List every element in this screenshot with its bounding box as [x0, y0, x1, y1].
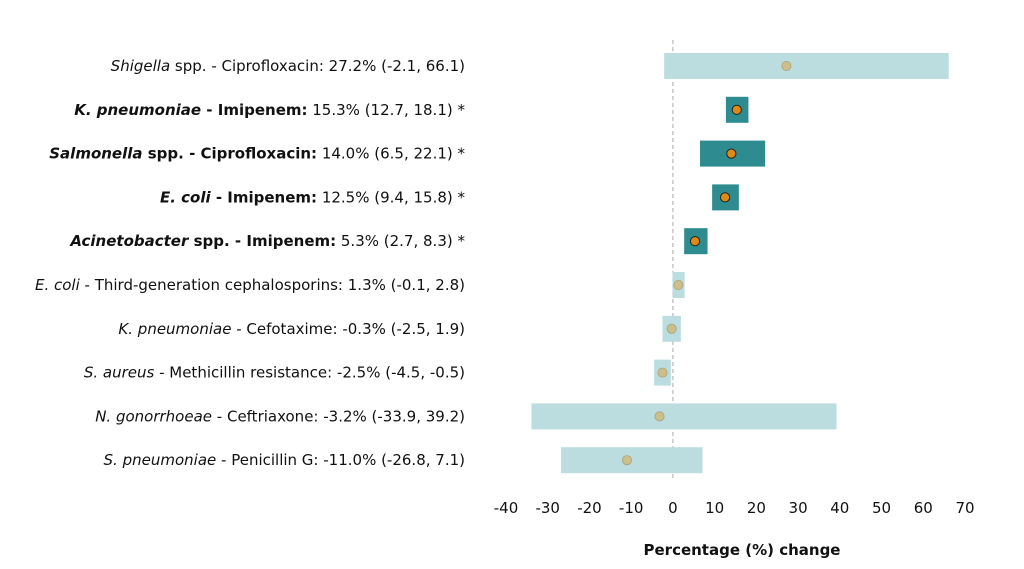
drug-name: - Ciprofloxacin: [207, 57, 324, 75]
organism-name: Acinetobacter [69, 232, 190, 250]
effect-estimate: -0.3% (-2.5, 1.9) [338, 320, 465, 338]
x-tick-label: -30 [535, 499, 560, 517]
ci-bar [664, 53, 949, 79]
row-label: K. pneumoniae - Cefotaxime: -0.3% (-2.5,… [118, 320, 465, 338]
row-label: Shigella spp. - Ciprofloxacin: 27.2% (-2… [111, 57, 465, 75]
effect-estimate: -3.2% (-33.9, 39.2) [318, 407, 465, 425]
row-label: S. aureus - Methicillin resistance: -2.5… [84, 364, 465, 382]
drug-name: - Ciprofloxacin: [184, 145, 317, 163]
x-axis-label: Percentage (%) change [644, 541, 841, 559]
effect-estimate: 15.3% (12.7, 18.1) * [308, 101, 466, 119]
organism-name: K. pneumoniae [74, 101, 201, 119]
organism-name: S. aureus [84, 364, 155, 382]
x-tick-label: 50 [872, 499, 891, 517]
organism-name: E. coli [35, 276, 81, 294]
effect-estimate: 12.5% (9.4, 15.8) * [317, 188, 465, 206]
x-tick-label: -20 [577, 499, 602, 517]
organism-name: Shigella [111, 57, 170, 75]
drug-name: - Ceftriaxone: [212, 407, 318, 425]
x-tick-label: 60 [914, 499, 933, 517]
organism-name: E. coli [160, 188, 212, 206]
organism-suffix: spp. [188, 232, 229, 250]
row-label: E. coli - Imipenem: 12.5% (9.4, 15.8) * [160, 188, 466, 206]
row-label: Acinetobacter spp. - Imipenem: 5.3% (2.7… [69, 232, 465, 250]
organism-suffix: spp. [170, 57, 206, 75]
row-label: K. pneumoniae - Imipenem: 15.3% (12.7, 1… [74, 101, 465, 119]
drug-name: - Penicillin G: [216, 451, 318, 469]
x-tick-label: 20 [747, 499, 766, 517]
drug-name: - Imipenem: [230, 232, 336, 250]
drug-name: - Third-generation cephalosporins: [80, 276, 343, 294]
drug-name: - Methicillin resistance: [154, 364, 332, 382]
point-estimate [689, 236, 701, 247]
organism-name: Salmonella [49, 145, 142, 163]
x-tick-label: 30 [789, 499, 808, 517]
organism-suffix: spp. [143, 145, 184, 163]
point-estimate [673, 279, 684, 290]
point-estimate [726, 148, 737, 159]
effect-estimate: 5.3% (2.7, 8.3) * [336, 232, 465, 250]
drug-name: - Cefotaxime: [231, 320, 337, 338]
point-estimate [654, 411, 665, 422]
x-tick-label: -40 [494, 499, 519, 517]
point-estimate [622, 455, 633, 466]
drug-name: - Imipenem: [201, 101, 307, 119]
effect-estimate: 14.0% (6.5, 22.1) * [317, 145, 465, 163]
x-tick-label: 40 [830, 499, 849, 517]
row-label: N. gonorrhoeae - Ceftriaxone: -3.2% (-33… [95, 407, 465, 425]
row-label: Salmonella spp. - Ciprofloxacin: 14.0% (… [49, 145, 465, 163]
effect-estimate: -11.0% (-26.8, 7.1) [318, 451, 465, 469]
drug-name: - Imipenem: [211, 188, 317, 206]
row-label: S. pneumoniae - Penicillin G: -11.0% (-2… [104, 451, 465, 469]
organism-name: K. pneumoniae [118, 320, 231, 338]
x-tick-label: 10 [705, 499, 724, 517]
x-tick-label: 70 [955, 499, 974, 517]
x-tick-label: -10 [619, 499, 644, 517]
point-estimate [657, 367, 668, 378]
point-estimate [731, 104, 742, 115]
point-estimate [781, 61, 792, 72]
point-estimate [666, 323, 677, 334]
effect-estimate: 27.2% (-2.1, 66.1) [324, 57, 465, 75]
organism-name: N. gonorrhoeae [95, 407, 212, 425]
row-label: E. coli - Third-generation cephalosporin… [35, 276, 465, 294]
organism-name: S. pneumoniae [104, 451, 217, 469]
x-tick-label: 0 [668, 499, 678, 517]
effect-estimate: -2.5% (-4.5, -0.5) [332, 364, 465, 382]
point-estimate [719, 192, 731, 203]
effect-estimate: 1.3% (-0.1, 2.8) [343, 276, 465, 294]
ci-bar [531, 403, 837, 430]
